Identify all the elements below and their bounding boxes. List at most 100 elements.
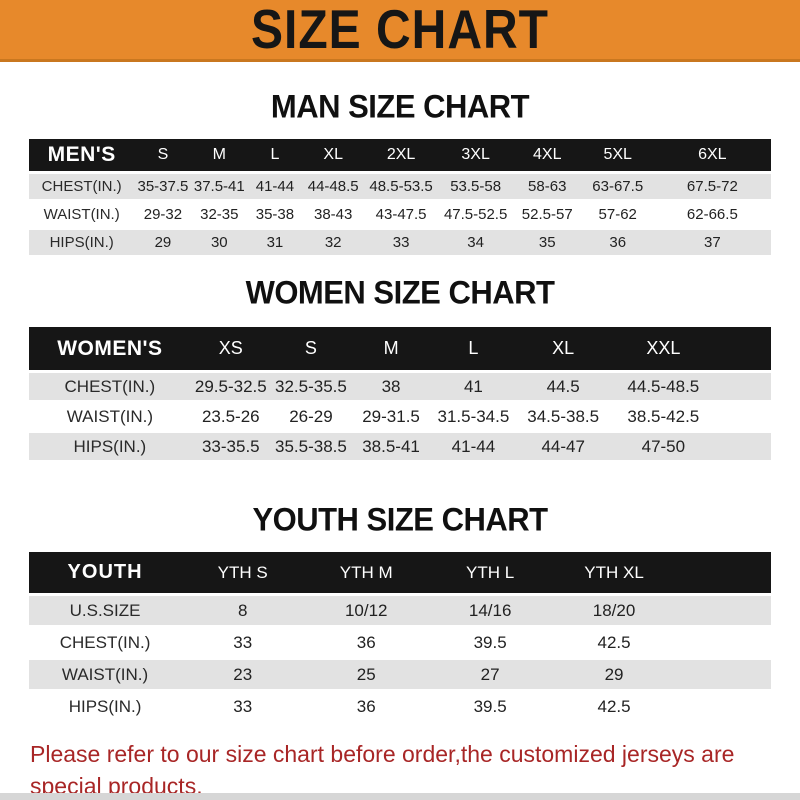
spacer-cell: [676, 628, 771, 657]
size-value-cell: 35: [512, 230, 582, 255]
spacer-cell: [676, 692, 771, 721]
table-header-row: MEN'S S M L XL 2XL 3XL 4XL 5XL 6XL: [29, 139, 771, 171]
column-header: L: [247, 139, 303, 171]
size-value-cell: 31.5-34.5: [431, 403, 516, 430]
size-value-cell: 25: [304, 660, 429, 689]
size-value-cell: 32-35: [191, 202, 248, 227]
column-header: XXL: [610, 327, 717, 370]
table-row: CHEST(IN.) 35-37.5 37.5-41 41-44 44-48.5…: [29, 174, 771, 199]
size-value-cell: 38-43: [302, 202, 364, 227]
column-header: XL: [515, 327, 611, 370]
size-value-cell: 42.5: [552, 692, 676, 721]
table-row: U.S.SIZE 8 10/12 14/16 18/20: [29, 596, 771, 625]
size-value-cell: 37: [653, 230, 771, 255]
size-value-cell: 29-32: [134, 202, 192, 227]
size-value-cell: 38.5-41: [351, 433, 432, 460]
size-value-cell: 33: [363, 230, 439, 255]
size-value-cell: 36: [581, 230, 654, 255]
size-value-cell: 33: [181, 628, 305, 657]
row-label: CHEST(IN.): [29, 373, 191, 400]
size-value-cell: 29: [552, 660, 676, 689]
row-label: WAIST(IN.): [29, 202, 135, 227]
size-value-cell: 34: [438, 230, 513, 255]
column-header: WOMEN'S: [29, 327, 191, 370]
table-header-row: WOMEN'S XS S M L XL XXL: [29, 327, 771, 370]
column-header: YTH L: [428, 552, 553, 593]
size-value-cell: 38.5-42.5: [610, 403, 717, 430]
table-header-row: YOUTH YTH S YTH M YTH L YTH XL: [29, 552, 771, 593]
column-header: 6XL: [653, 139, 771, 171]
column-header: S: [270, 327, 351, 370]
size-value-cell: 33: [181, 692, 305, 721]
row-label: CHEST(IN.): [29, 174, 135, 199]
size-value-cell: 44-47: [515, 433, 611, 460]
size-value-cell: 52.5-57: [512, 202, 582, 227]
column-header: YTH XL: [552, 552, 676, 593]
size-value-cell: 23: [181, 660, 305, 689]
order-disclaimer: Please refer to our size chart before or…: [0, 739, 800, 800]
youth-chart-heading: YOUTH SIZE CHART: [252, 500, 548, 539]
table-row: CHEST(IN.) 33 36 39.5 42.5: [29, 628, 771, 657]
women-size-table: WOMEN'S XS S M L XL XXL CHEST(IN.) 29.5-…: [29, 324, 771, 463]
column-header: YTH S: [181, 552, 305, 593]
column-header: 5XL: [581, 139, 654, 171]
size-value-cell: 58-63: [512, 174, 582, 199]
size-value-cell: 29.5-32.5: [190, 373, 271, 400]
size-value-cell: 41-44: [247, 174, 303, 199]
size-value-cell: 47.5-52.5: [438, 202, 513, 227]
size-value-cell: 62-66.5: [653, 202, 771, 227]
column-header: S: [134, 139, 192, 171]
spacer-cell: [676, 552, 771, 593]
women-chart-heading: WOMEN SIZE CHART: [245, 273, 555, 312]
size-value-cell: 63-67.5: [581, 174, 654, 199]
column-header: YTH M: [304, 552, 429, 593]
column-header: XL: [302, 139, 364, 171]
table-row: CHEST(IN.) 29.5-32.5 32.5-35.5 38 41 44.…: [29, 373, 771, 400]
size-value-cell: 41-44: [431, 433, 516, 460]
size-value-cell: 32.5-35.5: [270, 373, 351, 400]
bottom-edge-strip: [0, 793, 800, 800]
size-value-cell: 10/12: [304, 596, 429, 625]
disclaimer-line-1: Please refer to our size chart before or…: [30, 741, 735, 799]
column-header: M: [351, 327, 432, 370]
size-value-cell: 39.5: [428, 692, 553, 721]
size-value-cell: 37.5-41: [191, 174, 248, 199]
size-value-cell: 34.5-38.5: [515, 403, 611, 430]
size-value-cell: 35-37.5: [134, 174, 192, 199]
row-label: HIPS(IN.): [29, 433, 191, 460]
row-label: WAIST(IN.): [29, 660, 182, 689]
size-value-cell: 41: [431, 373, 516, 400]
size-value-cell: 42.5: [552, 628, 676, 657]
table-row: HIPS(IN.) 29 30 31 32 33 34 35 36 37: [29, 230, 771, 255]
men-chart-heading: MAN SIZE CHART: [270, 87, 530, 126]
size-value-cell: 44-48.5: [302, 174, 364, 199]
size-value-cell: 39.5: [428, 628, 553, 657]
column-header: XS: [190, 327, 271, 370]
row-label: HIPS(IN.): [29, 230, 135, 255]
spacer-cell: [716, 373, 771, 400]
size-value-cell: 44.5-48.5: [610, 373, 717, 400]
size-value-cell: 27: [428, 660, 553, 689]
size-value-cell: 53.5-58: [438, 174, 513, 199]
row-label: U.S.SIZE: [29, 596, 182, 625]
size-value-cell: 35-38: [247, 202, 303, 227]
size-value-cell: 43-47.5: [363, 202, 439, 227]
table-row: WAIST(IN.) 29-32 32-35 35-38 38-43 43-47…: [29, 202, 771, 227]
table-row: WAIST(IN.) 23 25 27 29: [29, 660, 771, 689]
spacer-cell: [676, 660, 771, 689]
spacer-cell: [716, 327, 771, 370]
row-label: HIPS(IN.): [29, 692, 182, 721]
size-value-cell: 32: [302, 230, 364, 255]
size-value-cell: 23.5-26: [190, 403, 271, 430]
row-label: WAIST(IN.): [29, 403, 191, 430]
column-header: M: [191, 139, 248, 171]
banner-title: SIZE CHART: [251, 0, 549, 60]
size-value-cell: 30: [191, 230, 248, 255]
column-header: MEN'S: [29, 139, 135, 171]
table-row: HIPS(IN.) 33 36 39.5 42.5: [29, 692, 771, 721]
column-header: L: [431, 327, 516, 370]
youth-size-table: YOUTH YTH S YTH M YTH L YTH XL U.S.SIZE …: [29, 549, 771, 724]
size-value-cell: 29: [134, 230, 192, 255]
column-header: 2XL: [363, 139, 439, 171]
